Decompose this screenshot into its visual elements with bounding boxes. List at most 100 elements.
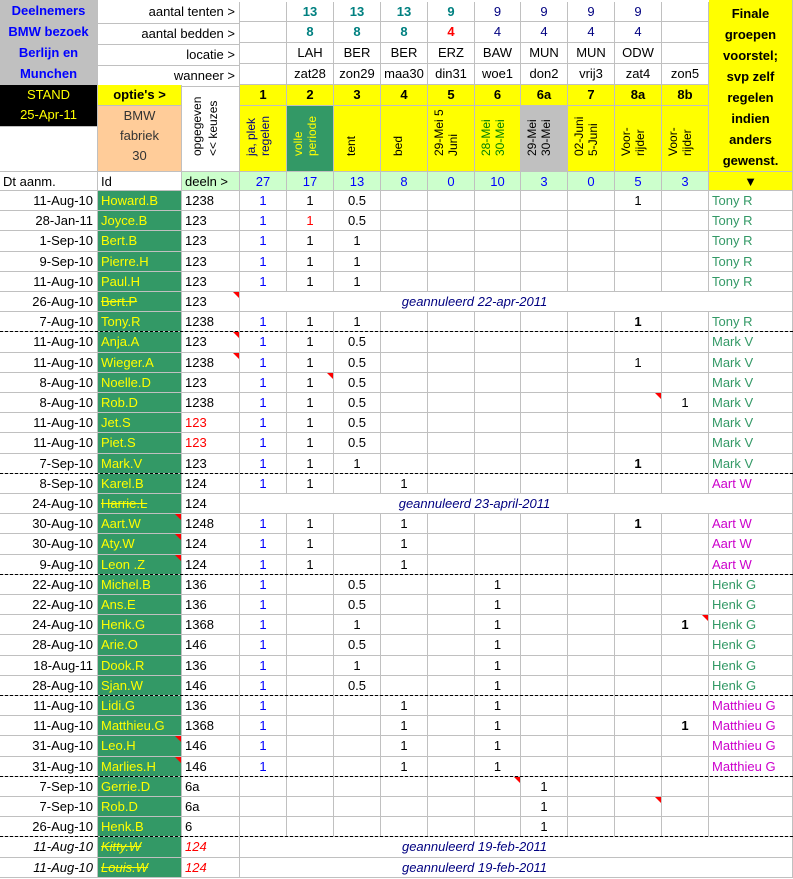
option-value[interactable] [287,575,334,595]
wanneer-value[interactable]: din31 [428,64,475,85]
row-id[interactable]: Marlies.H [98,757,182,777]
row-date[interactable]: 11-Aug-10 [0,716,98,736]
option-value[interactable]: 1 [287,454,334,474]
row-code[interactable]: 146 [182,676,240,696]
option-value[interactable]: 0.5 [334,211,381,231]
row-code[interactable]: 1238 [182,353,240,373]
header-row-label[interactable]: aantal tenten > [98,2,240,24]
row-code[interactable]: 123 [182,413,240,433]
option-value[interactable] [428,514,475,534]
bedden-value[interactable]: 4 [475,22,521,43]
tenten-value[interactable]: 13 [381,2,428,22]
option-value[interactable] [521,353,568,373]
wanneer-value[interactable]: maa30 [381,64,428,85]
option-value[interactable]: 1 [240,615,287,635]
option-value[interactable]: 1 [287,413,334,433]
option-value[interactable]: 1 [240,231,287,252]
row-group[interactable]: Tony R [709,252,793,272]
row-id[interactable]: Pierre.H [98,252,182,272]
option-value[interactable] [381,353,428,373]
tenten-value[interactable]: 9 [568,2,615,22]
row-group[interactable]: Henk G [709,656,793,676]
option-value[interactable]: 1 [240,696,287,716]
row-date[interactable]: 11-Aug-10 [0,433,98,454]
option-value[interactable] [615,595,662,615]
option-value[interactable] [428,534,475,555]
option-value[interactable] [428,211,475,231]
option-value[interactable] [568,514,615,534]
option-value[interactable] [615,474,662,494]
col-header-deeln[interactable]: deeln > [182,172,240,191]
row-id[interactable]: Aart.W [98,514,182,534]
option-value[interactable] [381,332,428,353]
row-id[interactable]: Michel.B [98,575,182,595]
locatie-value[interactable]: LAH [287,43,334,64]
option-value[interactable]: 1 [475,575,521,595]
row-id[interactable]: Karel.B [98,474,182,494]
option-number[interactable]: 2 [287,85,334,106]
option-value[interactable] [428,332,475,353]
row-id[interactable]: Arie.O [98,635,182,656]
option-value[interactable] [475,353,521,373]
option-value[interactable] [428,757,475,777]
option-value[interactable] [428,312,475,332]
option-value[interactable] [521,272,568,292]
option-value[interactable] [428,413,475,433]
option-value[interactable] [287,736,334,757]
option-value[interactable]: 1 [381,474,428,494]
option-value[interactable]: 1 [615,191,662,211]
option-value[interactable] [568,797,615,817]
option-value[interactable] [568,191,615,211]
row-id[interactable]: Tony.R [98,312,182,332]
row-group[interactable]: Matthieu G [709,716,793,736]
option-value[interactable]: 0.5 [334,433,381,454]
option-value[interactable] [381,272,428,292]
option-value[interactable] [615,575,662,595]
option-value[interactable] [521,474,568,494]
option-value[interactable] [475,393,521,413]
option-value[interactable] [568,252,615,272]
option-value[interactable] [568,211,615,231]
option-value[interactable] [334,534,381,555]
option-value[interactable] [521,595,568,615]
option-value[interactable] [568,534,615,555]
row-date[interactable]: 26-Aug-10 [0,292,98,312]
option-value[interactable] [662,635,709,656]
option-value[interactable] [428,454,475,474]
row-code[interactable]: 124 [182,837,240,858]
option-value[interactable] [287,797,334,817]
row-group[interactable]: Henk G [709,676,793,696]
option-value[interactable] [662,272,709,292]
option-number[interactable]: 6 [475,85,521,106]
option-value[interactable]: 1 [662,716,709,736]
row-group[interactable]: Mark V [709,454,793,474]
bedden-value[interactable]: 4 [428,22,475,43]
locatie-value[interactable] [662,43,709,64]
option-value[interactable]: 1 [381,555,428,575]
option-value[interactable] [381,211,428,231]
option-value[interactable] [568,716,615,736]
option-total[interactable]: 5 [615,172,662,191]
option-value[interactable]: 1 [475,757,521,777]
option-value[interactable] [615,413,662,433]
option-label[interactable]: Voor-rijder [615,106,662,172]
option-value[interactable] [662,191,709,211]
row-date[interactable]: 24-Aug-10 [0,615,98,635]
option-value[interactable] [662,433,709,454]
row-group[interactable]: Aart W [709,514,793,534]
option-value[interactable]: 0.5 [334,191,381,211]
row-date[interactable]: 31-Aug-10 [0,736,98,757]
option-value[interactable]: 1 [240,454,287,474]
row-date[interactable]: 22-Aug-10 [0,595,98,615]
option-value[interactable] [568,676,615,696]
option-value[interactable] [568,575,615,595]
option-value[interactable] [428,656,475,676]
row-id[interactable]: Anja.A [98,332,182,353]
option-value[interactable] [475,817,521,837]
option-value[interactable] [240,797,287,817]
option-value[interactable] [615,615,662,635]
option-value[interactable] [428,353,475,373]
option-value[interactable]: 1 [381,716,428,736]
row-group[interactable]: Mark V [709,413,793,433]
option-value[interactable] [334,514,381,534]
